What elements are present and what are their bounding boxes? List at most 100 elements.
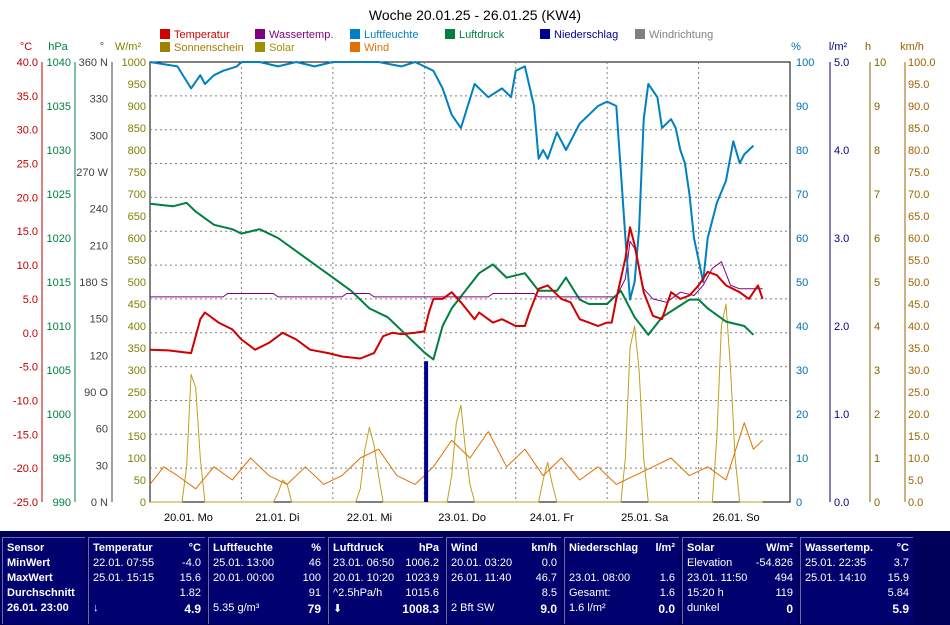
table-row: Elevation -54.826 (687, 557, 793, 573)
table-row: 22.01. 07:55 -4.0 (93, 557, 201, 573)
table-row: 20.01. 10:20 1023.9 (333, 572, 439, 588)
tick-deg: 240 (90, 204, 108, 216)
cell-value: 5.9 (892, 602, 909, 616)
cell-label: 15:20 h (687, 587, 724, 599)
cell-value: 79 (307, 602, 321, 616)
tick-wm2: 300 (128, 365, 146, 377)
tick-kmh: 25.0 (908, 387, 929, 399)
table-header: Sensor (7, 542, 81, 558)
cell-label: ⬇ (333, 603, 343, 615)
tick-h: 3 (874, 365, 880, 377)
table-row: 26.01. 11:40 46.7 (451, 572, 557, 588)
cell-label: 25.01. 22:35 (805, 557, 867, 569)
table-row: 5.84 (805, 587, 909, 603)
tick-deg: 300 (90, 130, 108, 142)
table-row: 1.82 (93, 587, 201, 603)
cell-value: km/h (531, 542, 557, 554)
tick-hpa: 1040 (47, 57, 71, 69)
tick-wm2: 0 (140, 497, 146, 509)
series-layer (149, 61, 764, 503)
tick-hpa: 1015 (47, 277, 71, 289)
tick-h: 6 (874, 233, 880, 245)
cell-value: l/m² (655, 542, 675, 554)
cell-label: Wassertemp. (805, 542, 874, 554)
legend-swatch (160, 29, 170, 39)
x-tick-label: 23.01. Do (438, 512, 486, 524)
tick-kmh: 70.0 (908, 189, 929, 201)
x-tick-label: 22.01. Mi (347, 512, 392, 524)
axis-unit-kmh: km/h (900, 41, 924, 53)
cell-label: ^2.5hPa/h (333, 587, 383, 599)
tick-h: 1 (874, 453, 880, 465)
tick-wm2: 400 (128, 321, 146, 333)
tick-hpa: 1035 (47, 101, 71, 113)
tick-pct: 30 (796, 365, 808, 377)
cell-label: 26.01. 11:40 (451, 572, 512, 584)
cell-label: Gesamt: (569, 587, 611, 599)
cell-label: Luftfeuchte (213, 542, 273, 554)
tick-kmh: 20.0 (908, 409, 929, 421)
tick-kmh: 35.0 (908, 343, 929, 355)
tick-wm2: 800 (128, 145, 146, 157)
table-row (569, 557, 675, 573)
table-row: 5.35 g/m³ 79 (213, 602, 321, 618)
tick-pct: 10 (796, 453, 808, 465)
tick-lm2: 5.0 (834, 57, 849, 69)
tick-hpa: 1025 (47, 189, 71, 201)
tick-temp: 10.0 (17, 260, 38, 272)
cell-label: 20.01. 03:20 (451, 557, 513, 569)
table-row: 20.01. 00:00 100 (213, 572, 321, 588)
tick-temp: -10.0 (13, 395, 38, 407)
cell-value: 91 (308, 587, 321, 599)
cell-label: 2 Bft SW (451, 602, 495, 614)
cell-label: Solar (687, 542, 715, 554)
table-row: 25.01. 13:00 46 (213, 557, 321, 573)
table-row: MaxWert (7, 572, 81, 588)
cell-value: 1006.2 (405, 557, 439, 569)
tick-kmh: 95.0 (908, 79, 929, 91)
tick-kmh: 90.0 (908, 101, 929, 113)
table-column: Wassertemp. °C 25.01. 22:35 3.7 25.01. 14:10… (800, 537, 913, 624)
legend-swatch (635, 29, 645, 39)
table-row: 91 (213, 587, 321, 603)
stats-table: Sensor MinWert MaxWert Durchschnitt 26.01. 2… (0, 531, 950, 625)
table-row: 25.01. 14:10 15.9 (805, 572, 909, 588)
tick-pct: 100 (796, 57, 814, 69)
tick-hpa: 1030 (47, 145, 71, 157)
tick-wm2: 1000 (122, 57, 146, 69)
cell-value: 5.84 (887, 587, 909, 599)
tick-pct: 60 (796, 233, 808, 245)
cell-value: 100 (302, 572, 321, 584)
tick-wm2: 750 (128, 167, 146, 179)
table-row: ↓ 4.9 (93, 602, 201, 618)
cell-label: 20.01. 00:00 (213, 572, 275, 584)
tick-wm2: 250 (128, 387, 146, 399)
table-row: 20.01. 03:20 0.0 (451, 557, 557, 573)
grid (150, 62, 790, 502)
series-wassertemp (150, 240, 763, 303)
cell-value: °C (896, 542, 909, 554)
legend-label: Wind (364, 42, 389, 54)
tick-lm2: 0.0 (834, 497, 849, 509)
series-wind (149, 422, 763, 490)
table-row: 2 Bft SW 9.0 (451, 602, 557, 618)
cell-value: 119 (775, 587, 793, 599)
cell-label: 20.01. 10:20 (333, 572, 395, 584)
axis-unit-pct: % (791, 41, 801, 53)
tick-kmh: 60.0 (908, 233, 929, 245)
axis-units: °C hPa ° W/m²% l/m² h km/h (20, 41, 924, 53)
legend-swatch (445, 29, 455, 39)
legend-label: Luftfeuchte (364, 29, 418, 41)
legend-label: Windrichtung (649, 29, 713, 41)
tick-h: 7 (874, 189, 880, 201)
tick-deg: 120 (90, 350, 108, 362)
axis-unit-hpa: hPa (48, 41, 68, 53)
tick-wm2: 600 (128, 233, 146, 245)
tick-kmh: 10.0 (908, 453, 929, 465)
tick-kmh: 75.0 (908, 167, 929, 179)
x-tick-label: 24.01. Fr (530, 512, 574, 524)
chart-title: Woche 20.01.25 - 26.01.25 (KW4) (369, 7, 581, 23)
tick-wm2: 700 (128, 189, 146, 201)
tick-pct: 0 (796, 497, 802, 509)
table-row: Durchschnitt (7, 587, 81, 603)
